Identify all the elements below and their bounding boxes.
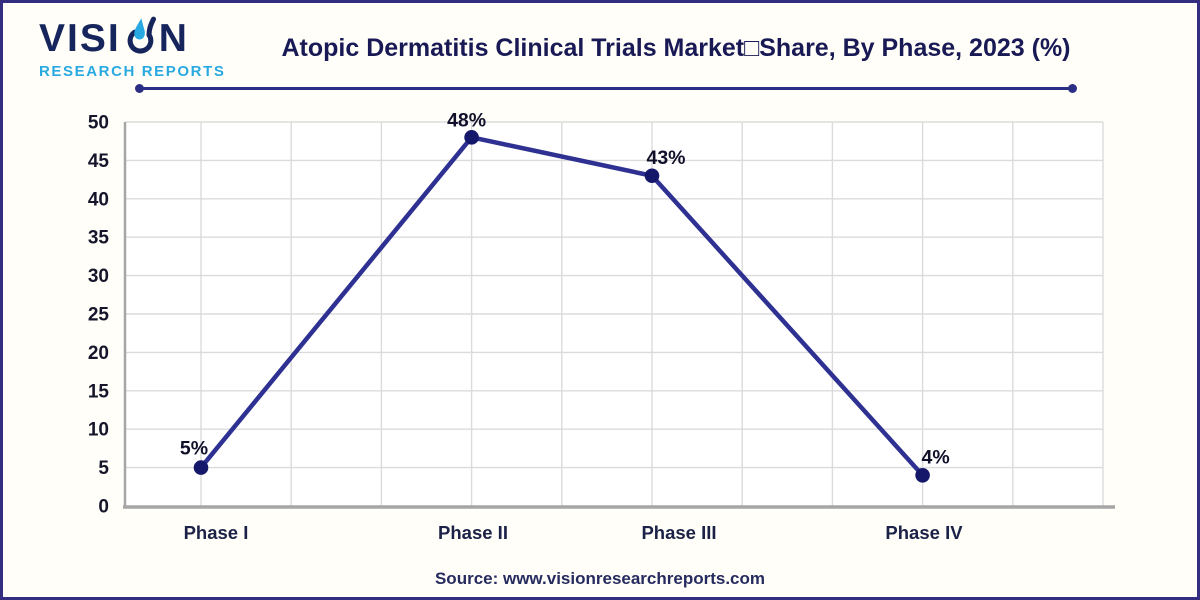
data-point-label: 48%	[447, 109, 486, 131]
data-point-label: 5%	[180, 438, 208, 460]
logo-text-pre: VISI	[39, 16, 121, 60]
x-category-label: Phase IV	[885, 522, 963, 543]
series-line	[198, 135, 925, 478]
logo: VISI N RESEARCH REPORTS	[39, 16, 225, 80]
y-tick-label: 35	[88, 228, 110, 249]
y-tick-label: 40	[88, 189, 109, 210]
line-chart: 0 5 10 15 20 25 30 35 40 45 50 5% 48% 43% 4% Phase I Pha…	[88, 109, 1115, 543]
data-point-label: 4%	[922, 446, 950, 468]
y-tick-label: 10	[88, 420, 109, 441]
chart-title: Atopic Dermatitis Clinical Trials Market…	[281, 34, 1071, 62]
logo-tagline: RESEARCH REPORTS	[39, 63, 226, 80]
y-tick-label: 45	[88, 151, 110, 172]
x-category-label: Phase II	[438, 522, 508, 543]
data-point-marker	[193, 460, 209, 475]
y-tick-label: 30	[88, 266, 109, 287]
logo-wordmark: VISI N	[39, 16, 225, 60]
y-tick-label: 25	[88, 305, 110, 326]
y-tick-label: 50	[88, 113, 109, 134]
data-point-label: 43%	[646, 147, 685, 169]
y-tick-label: 20	[88, 343, 109, 364]
x-category-label: Phase III	[641, 522, 716, 543]
data-point-marker	[915, 467, 930, 483]
data-point-marker	[464, 130, 479, 145]
title-underline	[135, 84, 1077, 93]
y-tick-label: 15	[88, 381, 110, 402]
logo-droplet-icon	[127, 16, 156, 54]
y-tick-label: 5	[98, 458, 109, 479]
logo-text-post: N	[158, 16, 189, 60]
data-point-marker	[644, 168, 660, 184]
y-tick-label: 0	[98, 497, 109, 518]
x-category-label: Phase I	[184, 522, 249, 543]
source-text: Source: www.visionresearchreports.com	[434, 569, 766, 588]
